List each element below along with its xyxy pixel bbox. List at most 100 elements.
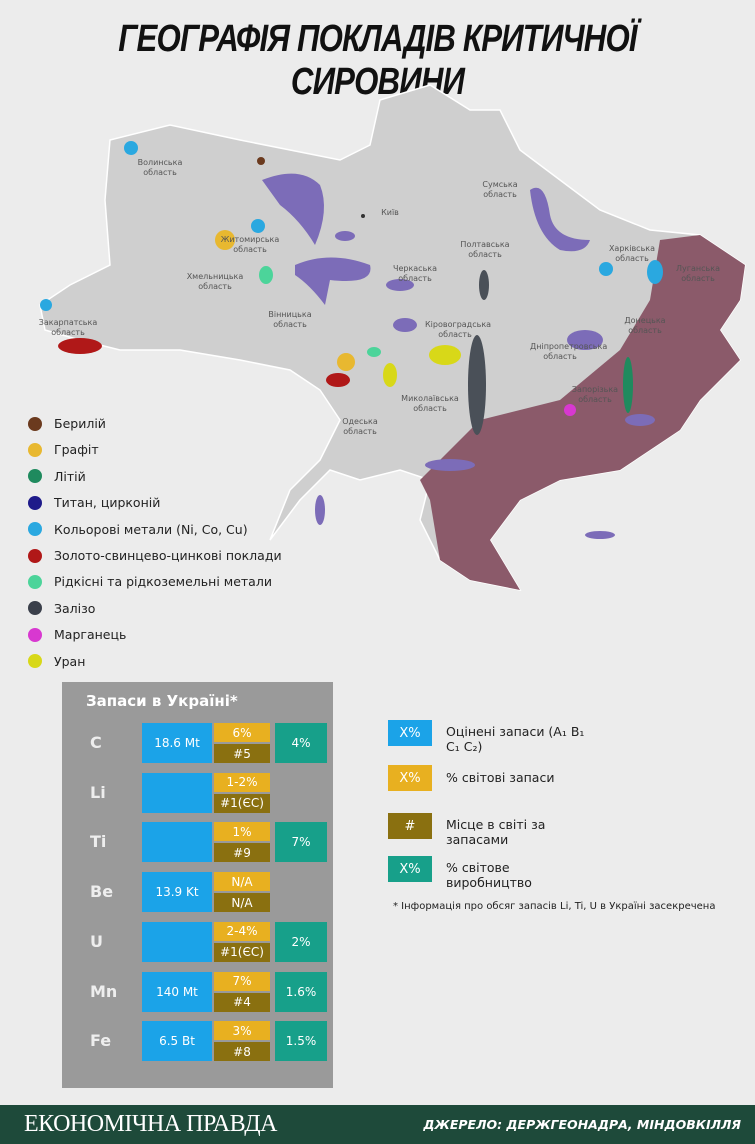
rank-box: #1(ЄС) [214,793,270,813]
legend-item: Золото-свинцево-цинкові поклади [28,548,282,563]
deposit-rare [367,347,381,357]
world-share-box: 6% [214,723,270,742]
deposit-uranium [383,363,397,387]
reserves-panel: Запаси в Україні* C 18.6 Mt 6% #5 4% Li 1-2% #1… [62,682,333,1088]
deposit-uranium [429,345,461,365]
deposit-gold [326,373,350,387]
deposits-titanium [262,173,655,539]
element-symbol: Li [90,782,106,802]
legend-label: Залізо [54,600,96,616]
deposit-nonferrous [599,262,613,276]
legend-label: Графіт [54,442,99,458]
region-label: Миколаївська область [401,394,459,413]
legend-label: Титан, цирконій [54,495,161,511]
deposit-iron [468,335,486,435]
world-share-box: 1% [214,822,270,842]
world-share-box: 3% [214,1021,270,1041]
occupied-area [420,235,745,590]
legend-swatch [28,442,42,457]
world-share-box: 1-2% [214,772,270,792]
rank-box: #5 [214,744,270,763]
legend-item: Кольорові метали (Ni, Co, Cu) [28,522,248,537]
element-symbol: Be [90,882,114,902]
production-box: 4% [275,723,327,763]
key-swatch: X% [388,856,432,882]
world-share-box: 2-4% [214,921,270,941]
deposit-manganese [564,404,576,416]
panel-title: Запаси в Україні* [86,692,238,710]
region-label: Київ [381,208,399,217]
key-label: % світове виробництво [446,860,532,890]
region-label: Кіровоградська область [425,320,492,339]
map [39,84,746,592]
key-label: % світові запаси [446,770,555,785]
rank-box: #1(ЄС) [214,942,270,962]
key-swatch: # [388,813,432,839]
legend-swatch [28,627,42,642]
rank-box: #8 [214,1042,270,1062]
legend-swatch [28,601,42,616]
deposit-graphite [215,230,235,250]
deposit-nonferrous [40,299,52,311]
rank-box: #4 [214,992,270,1012]
legend-label: Кольорові метали (Ni, Co, Cu) [54,521,248,537]
world-share-box: N/A [214,872,270,892]
region-label: Запорізька область [571,385,619,404]
deposit-lithium [623,357,633,413]
deposit-gold [58,338,102,354]
rank-box: N/A [214,893,270,913]
source: ДЖЕРЕЛО: ДЕРЖГЕОНАДРА, МІНДОВКІЛЛЯ [423,1117,741,1132]
key-swatch: X% [388,720,432,746]
region-label: Донецька область [624,316,666,335]
key-swatch: X% [388,765,432,791]
legend-item: Рідкісні та рідкоземельні метали [28,574,272,589]
rank-box: #9 [214,843,270,863]
region-label: Луганська область [676,264,720,283]
legend-item: Літій [28,469,86,484]
deposit-rare [259,266,273,284]
production-box: 2% [275,921,327,962]
deposit-nonferrous [124,141,138,155]
region-label: Одеська область [342,417,378,436]
region-label: Дніпропетровська область [530,342,608,361]
title: ГЕОГРАФІЯ ПОКЛАДІВ КРИТИЧНОЇ СИРОВИНИ [118,18,637,103]
legend-label: Золото-свинцево-цинкові поклади [54,548,282,563]
production-box: 1.6% [275,971,327,1012]
legend-swatch [28,522,42,537]
legend-label: Літій [54,468,86,484]
legend-label: Берилій [54,416,106,431]
deposit-iron [479,270,489,300]
element-symbol: Fe [90,1031,112,1051]
element-symbol: Mn [90,981,118,1001]
legend-label: Рідкісні та рідкоземельні метали [54,574,272,590]
deposit-nonferrous [647,260,663,284]
reserves-box: 140 Mt [142,971,212,1012]
legend-item: Марганець [28,627,126,642]
key-label: Місце в світі за запасами [446,817,546,847]
legend-item: Залізо [28,601,95,616]
legend-swatch [28,416,42,431]
note: * Інформація про обсяг запасів Li, Ti, U… [393,901,716,912]
legend-item: Титан, цирконій [28,495,160,510]
reserves-box [142,772,212,813]
key-label: Оцінені запаси (A₁ B₁ C₁ C₂) [446,724,585,754]
legend-item: Берилій [28,416,106,431]
region-label: Вінницька область [268,310,312,329]
deposit-nonferrous [251,219,265,233]
element-symbol: U [90,931,103,951]
region-label: Полтавська область [460,240,510,259]
region-label: Харківська область [608,244,656,263]
element-symbol: C [90,733,102,752]
legend-label: Уран [54,653,86,669]
brand: ЕКОНОМІЧНА ПРАВДА [24,1111,277,1137]
legend-item: Графіт [28,442,99,457]
legend-swatch [28,495,42,510]
legend-swatch [28,574,42,589]
reserves-box: 13.9 Kt [142,872,212,913]
region-label: Хмельницька область [186,272,244,291]
legend-label: Марганець [54,627,127,643]
reserves-box [142,921,212,962]
region-label: Волинська область [137,158,183,177]
deposit-beryllium [257,157,265,165]
